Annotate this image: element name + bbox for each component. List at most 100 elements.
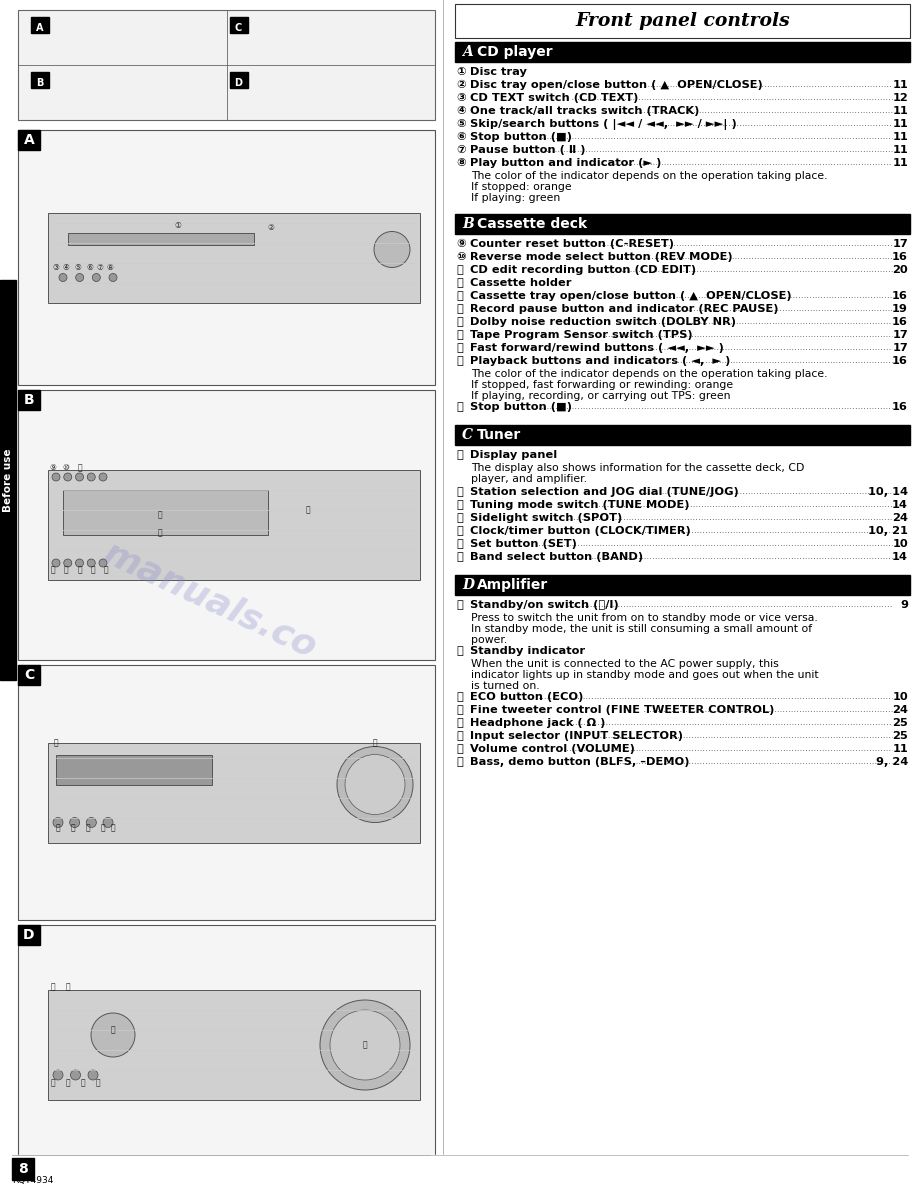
Circle shape <box>86 817 96 828</box>
Text: power.: power. <box>471 636 508 645</box>
Text: D: D <box>23 928 35 942</box>
Text: ㉘: ㉘ <box>66 982 71 992</box>
Bar <box>48 213 420 303</box>
Text: Amplifier: Amplifier <box>477 579 548 592</box>
Text: ④: ④ <box>456 106 465 116</box>
Text: ㉑: ㉑ <box>456 487 463 497</box>
Text: 17: 17 <box>892 239 908 249</box>
Text: ㉗: ㉗ <box>50 982 55 992</box>
Text: ㉛: ㉛ <box>456 718 463 728</box>
Text: Set button (SET): Set button (SET) <box>470 539 577 549</box>
Text: ⑥: ⑥ <box>86 263 94 272</box>
Text: ⑦: ⑦ <box>456 145 465 154</box>
Text: The color of the indicator depends on the operation taking place.: The color of the indicator depends on th… <box>471 369 827 379</box>
Text: Press to switch the unit from on to standby mode or vice versa.: Press to switch the unit from on to stan… <box>471 613 818 623</box>
Circle shape <box>63 473 72 481</box>
Text: ⑧: ⑧ <box>456 158 465 168</box>
Bar <box>18 925 435 1165</box>
Bar <box>455 425 910 446</box>
Circle shape <box>53 1070 63 1080</box>
Text: 11: 11 <box>892 158 908 168</box>
Text: RQT4934: RQT4934 <box>12 1175 53 1184</box>
Text: Bass, demo button (BLFS, –DEMO): Bass, demo button (BLFS, –DEMO) <box>470 757 693 767</box>
Text: ㉞: ㉞ <box>456 757 463 767</box>
Text: ㉚: ㉚ <box>66 1079 71 1087</box>
Bar <box>18 390 435 661</box>
Text: C: C <box>24 668 34 682</box>
Text: Playback buttons and indicators ( ◄,  ► ): Playback buttons and indicators ( ◄, ► ) <box>470 356 731 366</box>
Circle shape <box>345 754 405 815</box>
Text: ㉜: ㉜ <box>456 731 463 741</box>
Text: D: D <box>234 78 242 88</box>
Text: Play button and indicator (► ): Play button and indicator (► ) <box>470 158 661 168</box>
Circle shape <box>52 560 60 567</box>
Bar <box>48 990 420 1100</box>
Bar <box>12 1158 34 1180</box>
Text: ㉛: ㉛ <box>81 1079 85 1087</box>
Bar <box>31 17 49 33</box>
Text: Skip/search buttons ( |◄◄ / ◄◄,  ►► / ►►| ): Skip/search buttons ( |◄◄ / ◄◄, ►► / ►►|… <box>470 119 741 129</box>
Text: B: B <box>37 78 44 88</box>
Text: ⑳: ⑳ <box>53 738 59 747</box>
Bar <box>18 10 435 120</box>
Text: 17: 17 <box>892 343 908 353</box>
Text: A: A <box>24 133 34 147</box>
Text: ②: ② <box>268 223 274 232</box>
Circle shape <box>53 817 63 828</box>
Circle shape <box>71 1070 81 1080</box>
Text: 11: 11 <box>892 80 908 90</box>
Text: 11: 11 <box>892 744 908 754</box>
Bar <box>48 470 420 580</box>
Text: Stop button (■): Stop button (■) <box>470 402 576 412</box>
Bar <box>18 665 40 685</box>
Text: ⑦: ⑦ <box>96 263 104 272</box>
Circle shape <box>75 560 84 567</box>
Text: ⑳: ⑳ <box>456 450 463 460</box>
Text: indicator lights up in standby mode and goes out when the unit: indicator lights up in standby mode and … <box>471 670 819 680</box>
Text: If playing: green: If playing: green <box>471 192 560 203</box>
Text: ㉕: ㉕ <box>456 539 463 549</box>
Text: ⑫: ⑫ <box>456 278 463 287</box>
Text: Record pause button and indicator (REC PAUSE): Record pause button and indicator (REC P… <box>470 304 778 314</box>
Text: C: C <box>235 23 242 33</box>
Circle shape <box>75 273 84 282</box>
Bar <box>68 233 254 245</box>
Bar <box>455 214 910 234</box>
Text: Cassette tray open/close button ( ▲  OPEN/CLOSE): Cassette tray open/close button ( ▲ OPEN… <box>470 291 796 301</box>
Text: Cassette deck: Cassette deck <box>477 217 588 230</box>
Text: Tape Program Sensor switch (TPS): Tape Program Sensor switch (TPS) <box>470 330 692 340</box>
Text: CD TEXT switch (CD TEXT): CD TEXT switch (CD TEXT) <box>470 93 643 103</box>
Bar <box>48 742 420 842</box>
Bar <box>18 665 435 920</box>
Text: ㉙: ㉙ <box>50 1079 55 1087</box>
Text: Display panel: Display panel <box>470 450 557 460</box>
Text: player, and amplifier.: player, and amplifier. <box>471 474 587 484</box>
Text: ④: ④ <box>62 263 70 272</box>
Circle shape <box>87 473 95 481</box>
Text: ⑬: ⑬ <box>157 529 162 537</box>
Circle shape <box>75 473 84 481</box>
Text: ECO button (ECO): ECO button (ECO) <box>470 691 583 702</box>
Text: ②: ② <box>456 80 465 90</box>
Text: If stopped, fast forwarding or rewinding: orange: If stopped, fast forwarding or rewinding… <box>471 380 733 390</box>
Circle shape <box>93 273 100 282</box>
Text: 12: 12 <box>892 93 908 103</box>
Text: 16: 16 <box>892 317 908 327</box>
Bar <box>56 754 212 784</box>
Text: In standby mode, the unit is still consuming a small amount of: In standby mode, the unit is still consu… <box>471 624 812 634</box>
Text: B: B <box>462 217 474 230</box>
Text: Reverse mode select button (REV MODE): Reverse mode select button (REV MODE) <box>470 252 736 263</box>
Text: ⑲: ⑲ <box>456 402 463 412</box>
Text: is turned on.: is turned on. <box>471 681 540 691</box>
Text: ㉗: ㉗ <box>456 600 463 609</box>
Text: Band select button (BAND): Band select button (BAND) <box>470 552 644 562</box>
Text: 11: 11 <box>892 145 908 154</box>
Text: Counter reset button (C-RESET): Counter reset button (C-RESET) <box>470 239 678 249</box>
Text: ㉒: ㉒ <box>456 500 463 510</box>
Text: Tuning mode switch (TUNE MODE): Tuning mode switch (TUNE MODE) <box>470 500 693 510</box>
Text: Standby indicator: Standby indicator <box>470 646 585 656</box>
Bar <box>63 489 268 535</box>
Text: ㉓: ㉓ <box>456 513 463 523</box>
Text: ㉚: ㉚ <box>456 704 463 715</box>
Text: 19: 19 <box>892 304 908 314</box>
